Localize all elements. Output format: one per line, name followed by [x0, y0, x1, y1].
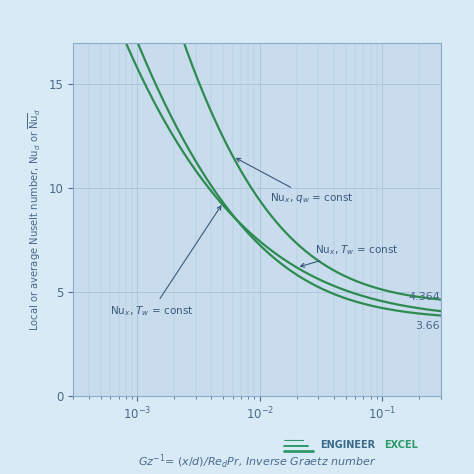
Text: 4.364: 4.364 — [408, 292, 440, 302]
X-axis label: Gz$^{-1}$= $(x/d)$/Re$_d$Pr, Inverse Graetz number: Gz$^{-1}$= $(x/d)$/Re$_d$Pr, Inverse Gra… — [138, 453, 376, 471]
Y-axis label: Local or average Nuselt number, Nu$_d$ or $\overline{\mathrm{Nu}}_d$: Local or average Nuselt number, Nu$_d$ o… — [27, 108, 43, 331]
Text: ENGINEER: ENGINEER — [320, 439, 375, 450]
Text: EXCEL: EXCEL — [384, 439, 418, 450]
Text: Nu$_x$, $T_w$ = const: Nu$_x$, $T_w$ = const — [110, 206, 221, 318]
Text: Nu$_x$, $T_w$ = const: Nu$_x$, $T_w$ = const — [301, 244, 398, 267]
Text: 3.66: 3.66 — [415, 321, 440, 331]
Text: Nu$_x$, $q_w$ = const: Nu$_x$, $q_w$ = const — [237, 158, 353, 205]
